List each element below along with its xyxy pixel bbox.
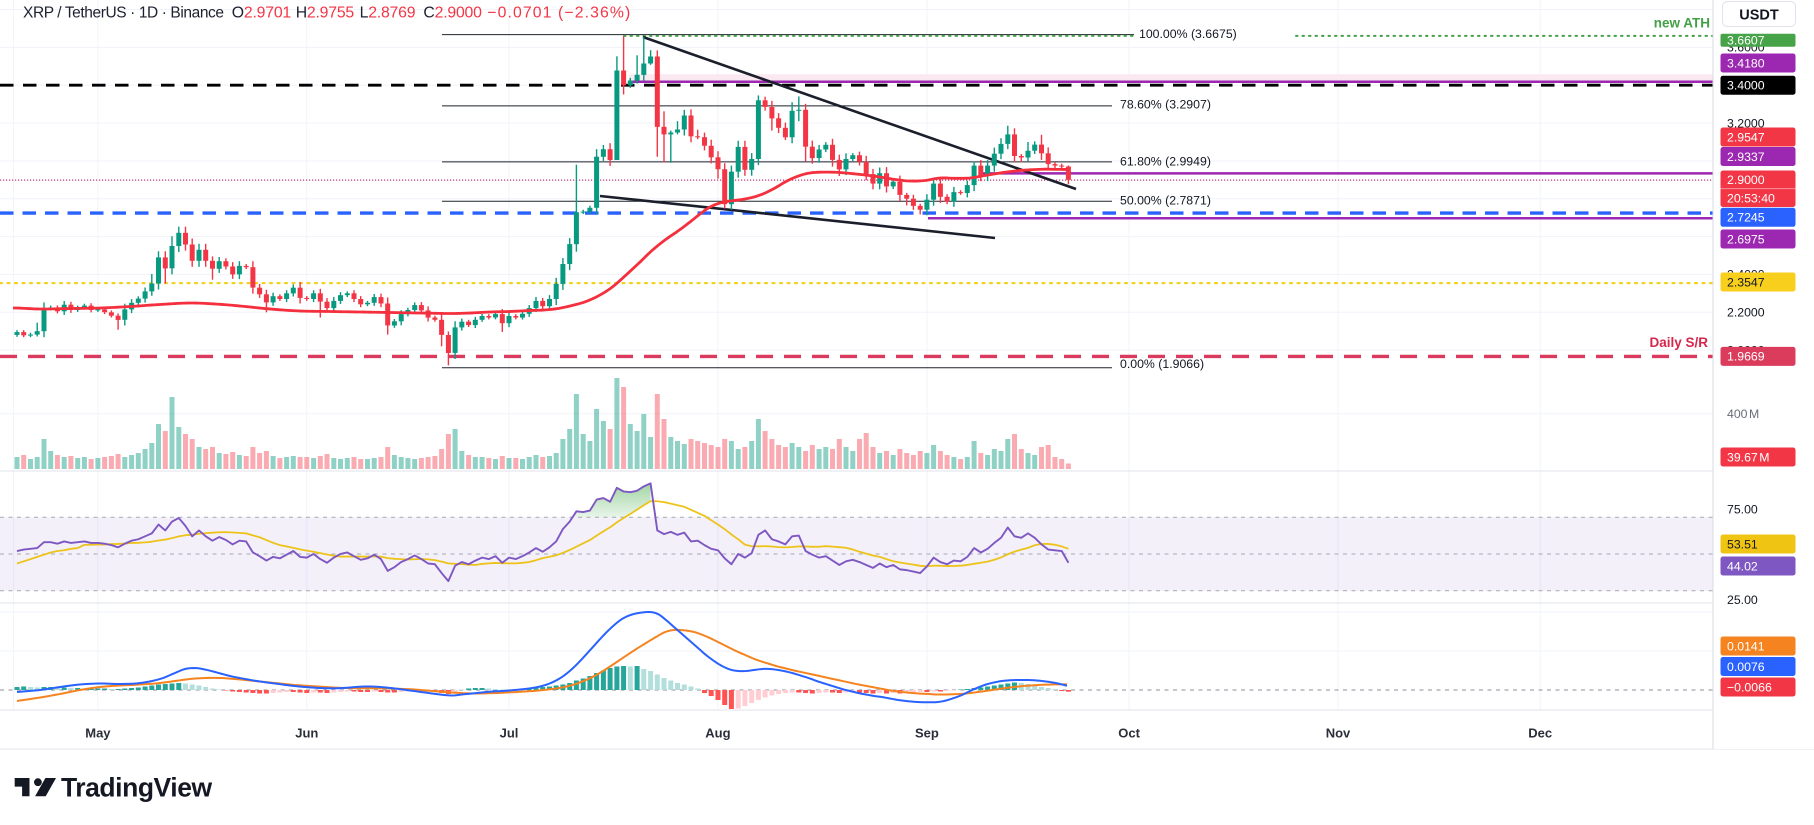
svg-text:61.80% (2.9949): 61.80% (2.9949): [1120, 154, 1211, 168]
svg-text:−0.0066: −0.0066: [1727, 680, 1772, 694]
svg-text:2.3547: 2.3547: [1727, 275, 1765, 289]
svg-text:2.6975: 2.6975: [1727, 232, 1765, 246]
svg-text:Aug: Aug: [705, 726, 730, 741]
svg-text:78.60% (3.2907): 78.60% (3.2907): [1120, 97, 1211, 111]
svg-text:H2.9755: H2.9755: [296, 5, 355, 22]
svg-text:1.9669: 1.9669: [1727, 350, 1765, 364]
svg-text:3.4180: 3.4180: [1727, 56, 1765, 70]
svg-text:Jul: Jul: [500, 726, 519, 741]
svg-text:C2.9000: C2.9000: [423, 5, 482, 22]
svg-text:Oct: Oct: [1118, 726, 1140, 741]
svg-text:2.9337: 2.9337: [1727, 150, 1765, 164]
svg-text:L2.8769: L2.8769: [360, 5, 416, 22]
svg-text:−0.0701 (−2.36%): −0.0701 (−2.36%): [487, 5, 631, 22]
svg-text:Sep: Sep: [915, 726, 939, 741]
svg-text:44.02: 44.02: [1727, 559, 1758, 573]
svg-text:2.9547: 2.9547: [1727, 130, 1765, 144]
svg-text:2.9000: 2.9000: [1727, 173, 1765, 187]
svg-text:39.67M: 39.67 M: [1727, 450, 1770, 464]
svg-text:O2.9701: O2.9701: [232, 5, 292, 22]
svg-text:0.00% (1.9066): 0.00% (1.9066): [1120, 357, 1204, 371]
svg-text:20:53:40: 20:53:40: [1727, 191, 1775, 205]
svg-text:2.7245: 2.7245: [1727, 211, 1765, 225]
svg-text:0.0141: 0.0141: [1727, 639, 1765, 653]
svg-text:Nov: Nov: [1326, 726, 1351, 741]
svg-text:3.4000: 3.4000: [1727, 79, 1765, 93]
svg-text:53.51: 53.51: [1727, 537, 1758, 551]
svg-text:100.00% (3.6675): 100.00% (3.6675): [1139, 27, 1237, 41]
svg-text:2.2000: 2.2000: [1727, 306, 1765, 320]
svg-text:25.00: 25.00: [1727, 593, 1758, 607]
svg-text:XRP / TetherUS · 1D · Binance: XRP / TetherUS · 1D · Binance: [23, 5, 224, 22]
svg-text:75.00: 75.00: [1727, 503, 1758, 517]
svg-text:TradingView: TradingView: [61, 773, 212, 803]
svg-text:USDT: USDT: [1739, 7, 1779, 23]
svg-text:new ATH: new ATH: [1654, 16, 1710, 31]
svg-text:May: May: [85, 726, 111, 741]
svg-text:0.0076: 0.0076: [1727, 660, 1765, 674]
svg-text:Daily S/R: Daily S/R: [1649, 335, 1708, 350]
svg-text:3.6607: 3.6607: [1727, 33, 1765, 47]
svg-text:50.00% (2.7871): 50.00% (2.7871): [1120, 193, 1211, 207]
svg-text:Dec: Dec: [1528, 726, 1552, 741]
svg-text:Jun: Jun: [295, 726, 318, 741]
svg-text:3.2000: 3.2000: [1727, 116, 1765, 130]
